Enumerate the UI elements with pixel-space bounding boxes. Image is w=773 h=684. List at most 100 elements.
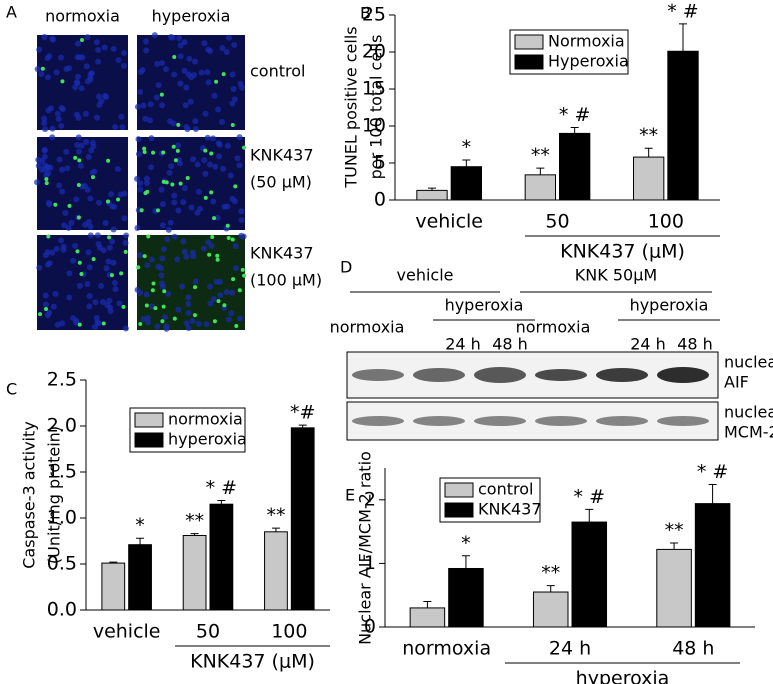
nucleus: [42, 126, 49, 133]
nucleus: [171, 71, 178, 78]
nucleus: [167, 219, 174, 226]
significance-label: * #: [206, 477, 237, 499]
nucleus: [175, 207, 182, 214]
nucleus: [85, 249, 92, 256]
tunel-spot: [121, 304, 126, 309]
bar: [524, 174, 557, 201]
nucleus: [96, 244, 103, 251]
tunel-spot: [216, 299, 221, 304]
nucleus: [65, 224, 72, 231]
column-label: normoxia: [45, 7, 120, 26]
nucleus: [142, 38, 149, 45]
nucleus: [108, 191, 115, 198]
panel-label: A: [6, 3, 17, 22]
nucleus: [75, 134, 82, 141]
tunel-spot: [173, 158, 178, 163]
tunel-spot: [212, 216, 217, 221]
significance-label: * #: [667, 0, 698, 22]
tunel-spot: [240, 267, 245, 272]
nucleus: [180, 238, 187, 245]
nucleus: [34, 179, 41, 186]
tunel-spot: [192, 313, 197, 318]
bar: [209, 503, 234, 611]
error-bar: [298, 424, 307, 428]
nucleus: [148, 135, 155, 142]
nucleus: [185, 309, 192, 316]
error-bar: [670, 542, 679, 550]
nucleus: [163, 325, 170, 332]
nucleus: [135, 150, 142, 157]
error-bar: [428, 187, 436, 191]
nucleus: [92, 299, 99, 306]
nucleus: [52, 290, 59, 297]
nucleus: [166, 169, 173, 176]
nucleus: [41, 115, 48, 122]
nucleus: [63, 65, 70, 72]
y-tick-label: 0.0: [47, 599, 77, 621]
nucleus: [148, 256, 155, 263]
nucleus: [207, 48, 214, 55]
nucleus: [183, 253, 190, 260]
nucleus: [228, 310, 235, 317]
bar: [694, 503, 731, 628]
nucleus: [44, 249, 51, 256]
nucleus: [135, 136, 142, 143]
nucleus: [63, 148, 70, 155]
nucleus: [87, 223, 94, 230]
nucleus: [200, 245, 207, 252]
tunel-spot: [90, 175, 95, 180]
tunel-spot: [214, 79, 219, 84]
y-tick-label: 1: [364, 552, 376, 574]
nucleus: [229, 289, 236, 296]
nucleus: [75, 73, 82, 80]
nucleus: [75, 114, 82, 121]
tunel-spot: [242, 273, 247, 278]
x-tick-label: 100: [271, 621, 307, 643]
blot-band: [352, 369, 404, 381]
legend-label: Normoxia: [548, 32, 625, 51]
subgroup-label: hyperoxia: [445, 296, 524, 315]
nucleus: [54, 110, 61, 117]
bar: [571, 521, 608, 628]
nucleus: [225, 316, 232, 323]
tunel-spot: [139, 208, 144, 213]
nucleus: [164, 236, 171, 243]
error-bar: [217, 500, 226, 505]
tunel-spot: [44, 307, 49, 312]
nucleus: [55, 115, 62, 122]
nucleus: [76, 282, 83, 289]
nucleus: [191, 58, 198, 65]
nucleus: [155, 82, 162, 89]
nucleus: [53, 69, 60, 76]
bar: [633, 156, 665, 201]
tunel-spot: [123, 249, 128, 254]
nucleus: [165, 290, 172, 297]
tunel-spot: [75, 249, 80, 254]
significance-label: **: [185, 510, 204, 532]
significance-label: *: [135, 515, 145, 537]
lane-label: normoxia: [330, 318, 405, 337]
significance-label: **: [665, 520, 684, 542]
lane-label: 24 h: [445, 335, 481, 354]
nucleus: [83, 63, 90, 70]
tunel-spot: [209, 190, 214, 195]
panel-label: E: [345, 486, 355, 505]
nucleus: [86, 264, 93, 271]
nucleus: [49, 134, 56, 141]
tunel-spot: [40, 66, 45, 71]
nucleus: [98, 98, 105, 105]
nucleus: [56, 182, 63, 189]
nucleus: [86, 303, 93, 310]
nucleus: [102, 219, 109, 226]
nucleus: [121, 215, 128, 222]
nucleus: [238, 208, 245, 215]
nucleus: [38, 71, 45, 78]
nucleus: [102, 92, 109, 99]
error-bar: [136, 537, 145, 545]
tunel-spot: [222, 303, 227, 308]
nucleus: [154, 323, 161, 330]
tunel-spot: [46, 234, 51, 239]
nucleus: [137, 180, 144, 187]
tunel-spot: [185, 175, 190, 180]
